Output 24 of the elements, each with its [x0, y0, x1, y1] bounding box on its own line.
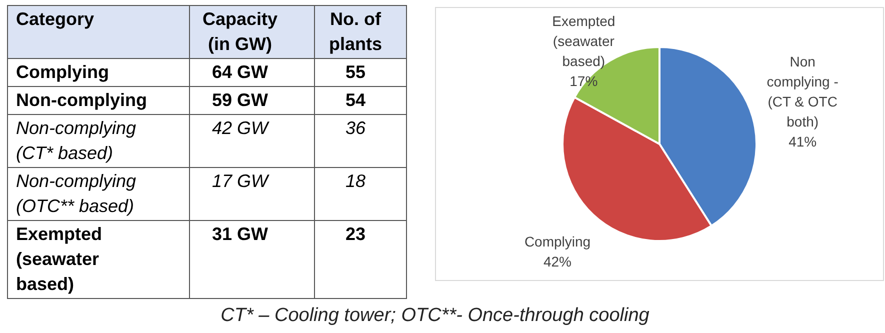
text: 55	[314, 58, 406, 86]
text: Non-complying	[8, 86, 190, 114]
text: Capacity (in GW)	[190, 6, 314, 58]
text: 64 GW	[190, 58, 314, 86]
text: 17 GW	[190, 168, 314, 220]
text: Non-complying (CT* based)	[8, 114, 190, 168]
text: Complying	[8, 58, 190, 86]
text: 31 GW	[190, 220, 314, 298]
text: No. of plants	[314, 6, 406, 58]
data-label: 41%	[788, 133, 817, 150]
slice-label: Complying	[524, 233, 591, 250]
data-label: 42%	[543, 253, 572, 270]
text: 59 GW	[190, 86, 314, 114]
slice-label: Exempted (seawater based)	[552, 12, 616, 69]
text: Non-complying (OTC** based)	[8, 168, 190, 220]
slice-label: Non complying - (CT & OTC both)	[766, 53, 839, 130]
text: Category	[8, 6, 190, 58]
text: 36	[314, 114, 406, 168]
text: CT* – Cooling tower; OTC**- Once-through cooling	[220, 305, 650, 327]
text: 42 GW	[190, 114, 314, 168]
text: 54	[314, 86, 406, 114]
text: 23	[314, 220, 406, 298]
text: Exempted (seawater based)	[8, 220, 190, 298]
text: 18	[314, 168, 406, 220]
